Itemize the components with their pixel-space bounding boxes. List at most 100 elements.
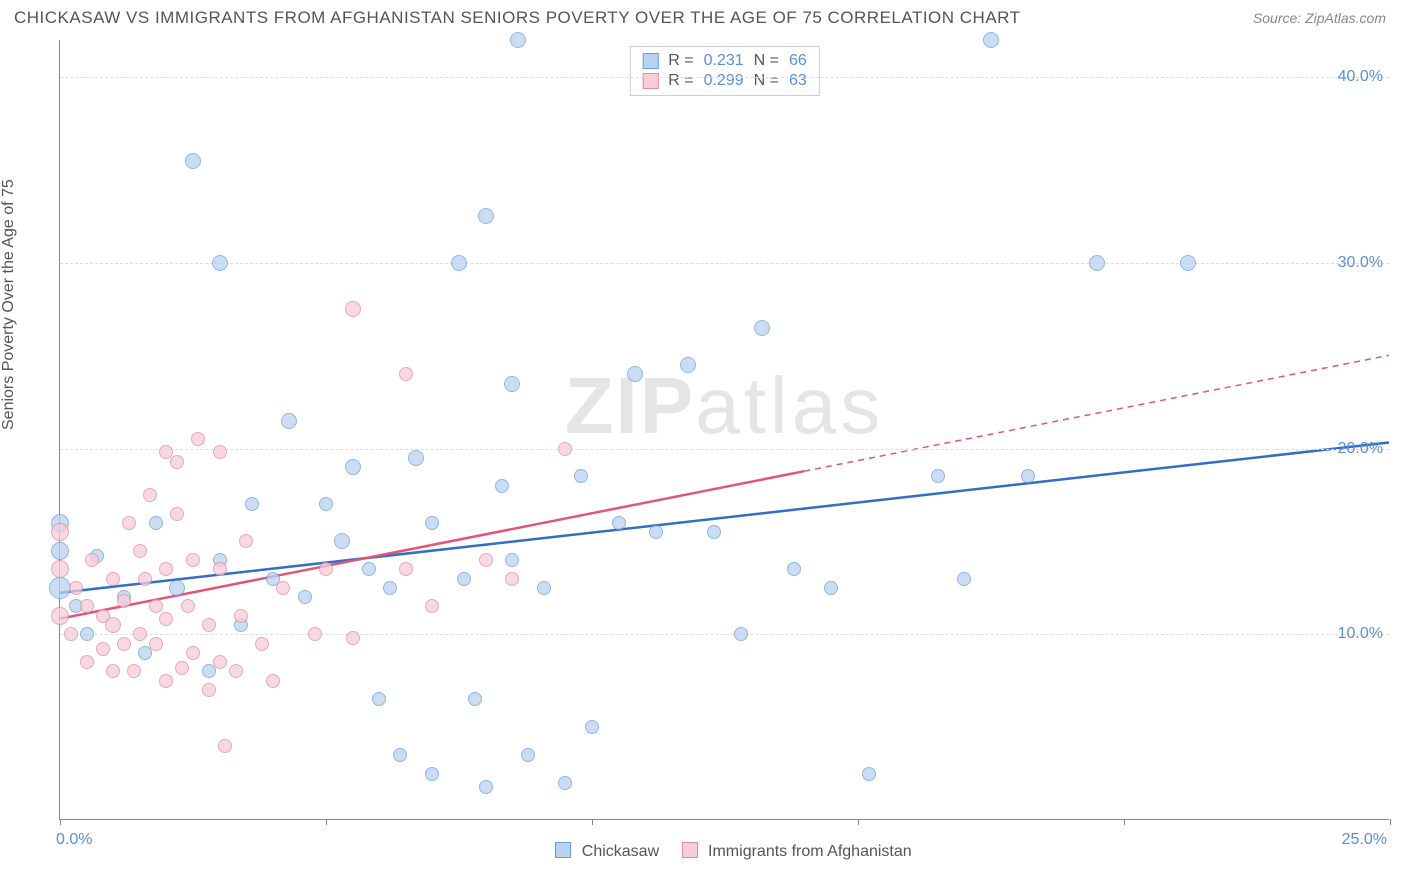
x-tick-mark [858,819,859,825]
data-point [362,562,376,576]
data-point [122,516,136,530]
data-point [229,664,243,678]
data-point [585,720,599,734]
plot-area: ZIPatlas R = 0.231 N = 66 R = 0.299 N = … [59,40,1389,820]
data-point [255,637,269,651]
data-point [186,553,200,567]
data-point [1021,469,1035,483]
data-point [185,153,201,169]
swatch-series-1 [642,53,658,69]
data-point [117,637,131,651]
data-point [537,581,551,595]
data-point [133,544,147,558]
data-point [383,581,397,595]
data-point [245,497,259,511]
x-tick-mark [60,819,61,825]
data-point [505,572,519,586]
x-tick-mark [326,819,327,825]
data-point [186,646,200,660]
data-point [558,442,572,456]
data-point [504,376,520,392]
swatch-chickasaw [555,842,571,858]
data-point [159,674,173,688]
legend-row-2: R = 0.299 N = 63 [642,71,807,91]
data-point [202,683,216,697]
data-point [558,776,572,790]
x-tick-mark [1124,819,1125,825]
data-point [399,562,413,576]
data-point [957,572,971,586]
data-point [117,594,131,608]
chart-container: Seniors Poverty Over the Age of 75 ZIPat… [14,40,1392,878]
data-point [80,599,94,613]
correlation-legend: R = 0.231 N = 66 R = 0.299 N = 63 [629,46,820,96]
data-point [127,664,141,678]
data-point [574,469,588,483]
data-point [346,631,360,645]
data-point [612,516,626,530]
data-point [51,523,69,541]
data-point [319,562,333,576]
data-point [213,445,227,459]
data-point [213,655,227,669]
data-point [212,255,228,271]
data-point [169,580,185,596]
data-point [51,607,69,625]
data-point [680,357,696,373]
swatch-series-2 [642,73,658,89]
data-point [149,516,163,530]
data-point [754,320,770,336]
data-point [479,553,493,567]
data-point [106,572,120,586]
data-point [931,469,945,483]
data-point [149,599,163,613]
data-point [425,599,439,613]
data-point [213,562,227,576]
data-point [51,560,69,578]
gridline [60,449,1389,450]
x-tick-mark [592,819,593,825]
data-point [298,590,312,604]
data-point [425,516,439,530]
data-point [345,301,361,317]
data-point [266,674,280,688]
data-point [239,534,253,548]
data-point [80,655,94,669]
x-tick-mark [1390,819,1391,825]
gridline [60,634,1389,635]
data-point [234,609,248,623]
data-point [393,748,407,762]
data-point [105,617,121,633]
data-point [399,367,413,381]
data-point [468,692,482,706]
data-point [202,618,216,632]
y-tick-label: 20.0% [1338,440,1383,458]
trend-lines-svg [60,40,1389,819]
data-point [334,533,350,549]
y-tick-label: 30.0% [1338,254,1383,272]
data-point [345,459,361,475]
data-point [159,562,173,576]
data-point [408,450,424,466]
data-point [627,366,643,382]
x-tick-label-right: 25.0% [1342,831,1387,849]
data-point [862,767,876,781]
data-point [425,767,439,781]
series-legend: Chickasaw Immigrants from Afghanistan [60,842,1389,861]
data-point [69,581,83,595]
data-point [983,32,999,48]
chart-title: CHICKASAW VS IMMIGRANTS FROM AFGHANISTAN… [14,8,1021,28]
data-point [64,627,78,641]
gridline [60,77,1389,78]
data-point [159,612,173,626]
swatch-immigrants-afghanistan [682,842,698,858]
data-point [143,488,157,502]
data-point [191,432,205,446]
y-axis-label: Seniors Poverty Over the Age of 75 [0,179,18,430]
series-2-name: Immigrants from Afghanistan [708,843,912,860]
data-point [106,664,120,678]
y-tick-label: 40.0% [1338,68,1383,86]
series-1-name: Chickasaw [582,843,659,860]
data-point [138,572,152,586]
data-point [175,661,189,675]
